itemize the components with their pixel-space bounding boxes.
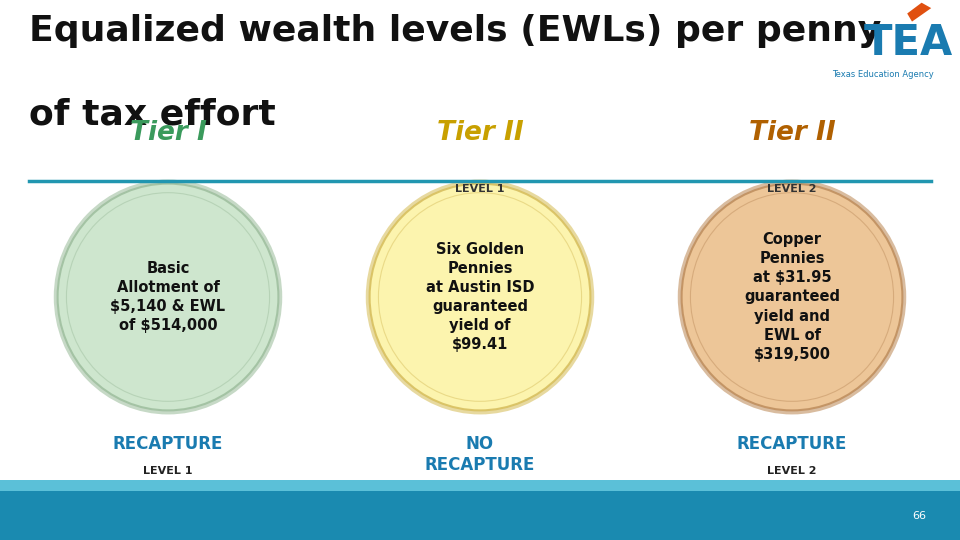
Ellipse shape	[54, 179, 282, 415]
Text: Tier II: Tier II	[749, 120, 835, 146]
Text: RECAPTURE: RECAPTURE	[737, 435, 847, 453]
Text: NO
RECAPTURE: NO RECAPTURE	[425, 435, 535, 474]
FancyBboxPatch shape	[0, 480, 960, 491]
Ellipse shape	[682, 184, 902, 410]
Text: 66: 66	[912, 511, 926, 521]
Polygon shape	[907, 3, 931, 22]
Text: Equalized wealth levels (EWLs) per penny: Equalized wealth levels (EWLs) per penny	[29, 14, 881, 48]
Text: LEVEL 1: LEVEL 1	[143, 466, 193, 476]
Text: LEVEL 1: LEVEL 1	[455, 184, 505, 194]
Ellipse shape	[370, 184, 590, 410]
Ellipse shape	[678, 179, 906, 415]
Ellipse shape	[58, 184, 278, 410]
Text: Six Golden
Pennies
at Austin ISD
guaranteed
yield of
$99.41: Six Golden Pennies at Austin ISD guarant…	[425, 241, 535, 353]
Text: Copper
Pennies
at $31.95
guaranteed
yield and
EWL of
$319,500: Copper Pennies at $31.95 guaranteed yiel…	[744, 232, 840, 362]
Text: LEVEL 2: LEVEL 2	[767, 184, 817, 194]
Text: LEVEL 2: LEVEL 2	[767, 466, 817, 476]
Ellipse shape	[366, 179, 594, 415]
FancyBboxPatch shape	[0, 491, 960, 540]
Text: TEA: TEA	[864, 22, 953, 64]
Text: of tax effort: of tax effort	[29, 97, 276, 131]
Text: Tier II: Tier II	[437, 120, 523, 146]
Text: Tier I: Tier I	[130, 120, 206, 146]
Text: Basic
Allotment of
$5,140 & EWL
of $514,000: Basic Allotment of $5,140 & EWL of $514,…	[110, 261, 226, 333]
Text: RECAPTURE: RECAPTURE	[113, 435, 223, 453]
Text: Texas Education Agency: Texas Education Agency	[832, 70, 934, 79]
